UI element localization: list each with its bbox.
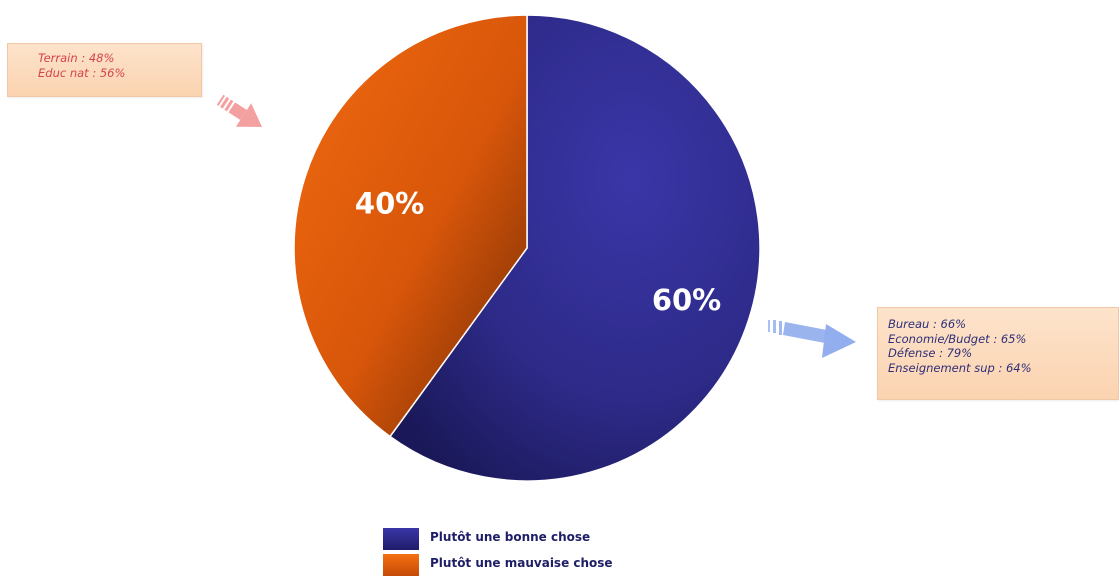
legend-label-mauvaise: Plutôt une mauvaise chose [430,556,613,570]
callout-bonne-line: Défense : 79% [888,346,973,360]
pie-slice-mauvaise [293,14,528,438]
pie-slice-bonne [388,14,761,482]
arrow-bonne-icon [768,320,856,358]
arrow-mauvaise-icon [216,94,262,127]
pie-label-mauvaise: 40% [355,186,424,220]
legend-swatch-bonne [383,528,419,550]
pie-label-bonne: 60% [652,283,721,317]
callout-bonne-line: Economie/Budget : 65% [888,331,1027,346]
callout-bonne-line: Enseignement sup : 64% [888,360,1032,375]
callout-mauvaise: Terrain : 48% Educ nat : 56% [7,43,202,97]
callout-bonne-line: Bureau : 66% [888,317,967,331]
legend-swatch-mauvaise [383,554,419,576]
callout-mauvaise-line: Terrain : 48% [38,51,115,65]
callout-bonne: Bureau : 66% Economie/Budget : 65% Défen… [877,307,1119,400]
callout-mauvaise-line: Educ nat : 56% [38,65,126,80]
legend-label-bonne: Plutôt une bonne chose [430,530,591,544]
